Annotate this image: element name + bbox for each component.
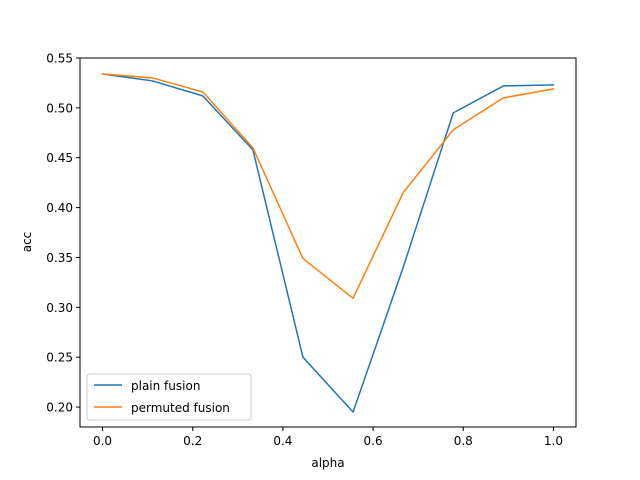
y-tick-label: 0.40 xyxy=(46,201,73,215)
y-axis-label: acc xyxy=(20,232,34,253)
y-tick-label: 0.30 xyxy=(46,301,73,315)
series-line-permuted-fusion xyxy=(101,73,555,300)
y-tick-label: 0.25 xyxy=(46,351,73,365)
y-tick-label: 0.20 xyxy=(46,401,73,415)
y-axis: 0.20 0.25 0.30 0.35 0.40 0.45 0.50 0.55 xyxy=(46,52,80,415)
series-lines xyxy=(101,73,555,413)
x-tick-label: 0.6 xyxy=(364,434,383,448)
legend-label-plain-fusion: plain fusion xyxy=(131,379,200,393)
x-tick-label: 0.4 xyxy=(273,434,292,448)
x-tick-label: 1.0 xyxy=(544,434,563,448)
x-tick-label: 0.8 xyxy=(454,434,473,448)
series-line-plain-fusion xyxy=(101,73,555,413)
legend-box xyxy=(86,373,252,421)
legend: plain fusion permuted fusion xyxy=(86,373,252,421)
x-tick-label: 0.0 xyxy=(93,434,112,448)
y-tick-label: 0.55 xyxy=(46,52,73,66)
y-tick-label: 0.50 xyxy=(46,101,73,115)
axes-frame xyxy=(79,57,577,428)
legend-label-permuted-fusion: permuted fusion xyxy=(131,401,230,415)
y-tick-label: 0.45 xyxy=(46,151,73,165)
x-tick-label: 0.2 xyxy=(183,434,202,448)
x-axis-label: alpha xyxy=(311,456,344,470)
x-axis: 0.0 0.2 0.4 0.6 0.8 1.0 xyxy=(93,427,563,448)
y-tick-label: 0.35 xyxy=(46,251,73,265)
